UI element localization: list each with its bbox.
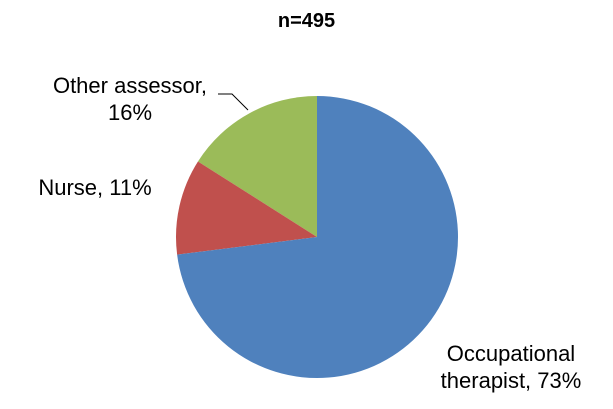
data-label: Occupational therapist, 73% [440,341,582,393]
chart-title: n=495 [277,10,336,32]
pie-slice [176,161,317,255]
data-label: Other assessor, 16% [52,73,208,125]
data-label: Nurse, 11% [38,175,152,200]
pie-slice [197,96,317,237]
leader-line [218,93,249,111]
pie-slice [177,96,459,378]
